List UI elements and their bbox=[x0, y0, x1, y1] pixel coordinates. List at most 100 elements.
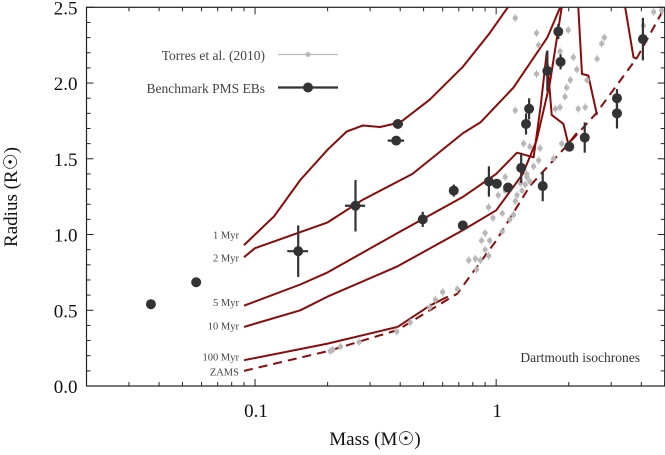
torres-point bbox=[531, 163, 537, 169]
torres-point bbox=[499, 210, 505, 216]
torres-point bbox=[567, 77, 573, 83]
isochrone-100-myr bbox=[243, 295, 449, 362]
plot-frame bbox=[85, 6, 665, 387]
legend: Torres et al. (2010) Benchmark PMS EBs bbox=[146, 48, 338, 96]
torres-point bbox=[521, 141, 527, 147]
torres-point bbox=[651, 9, 657, 15]
benchmark-point bbox=[191, 277, 202, 288]
torres-point bbox=[557, 104, 563, 110]
torres-point bbox=[482, 247, 488, 253]
torres-point bbox=[527, 178, 533, 185]
x-tick-label: 1 bbox=[492, 401, 502, 422]
benchmark-point bbox=[293, 246, 304, 257]
x-axis-title: Mass (M☉) bbox=[329, 429, 420, 450]
benchmark-points bbox=[145, 17, 648, 310]
benchmark-point bbox=[555, 56, 566, 67]
torres-point bbox=[559, 141, 565, 147]
benchmark-point bbox=[553, 26, 564, 37]
legend-marker-benchmark bbox=[303, 82, 313, 93]
benchmark-point bbox=[524, 103, 535, 114]
torres-point bbox=[512, 198, 518, 204]
isochrone-labels: 1 Myr 2 Myr 5 Myr 10 Myr 100 Myr ZAMS bbox=[203, 231, 240, 379]
isochrone-label: ZAMS bbox=[210, 367, 239, 378]
y-tick-label: 0.5 bbox=[54, 301, 78, 322]
benchmark-point bbox=[579, 132, 590, 143]
isochrone-10-myr bbox=[243, 7, 598, 328]
torres-point bbox=[570, 54, 576, 60]
torres-point bbox=[487, 237, 493, 244]
torres-point bbox=[536, 157, 542, 163]
benchmark-point bbox=[542, 65, 553, 76]
y-tick-label: 0.0 bbox=[54, 377, 78, 398]
torres-point bbox=[466, 257, 472, 263]
benchmark-point bbox=[483, 176, 494, 187]
torres-point bbox=[440, 289, 446, 295]
torres-point bbox=[519, 187, 525, 194]
legend-label-torres: Torres et al. (2010) bbox=[162, 48, 265, 63]
torres-point bbox=[499, 228, 505, 235]
torres-point bbox=[550, 156, 557, 162]
torres-point bbox=[507, 216, 513, 222]
benchmark-point bbox=[564, 141, 575, 152]
benchmark-point bbox=[521, 118, 532, 129]
torres-point bbox=[533, 30, 540, 36]
torres-point bbox=[356, 339, 362, 345]
torres-point bbox=[601, 34, 607, 41]
axis-ticks: 0.0 0.5 1.0 1.5 2.0 2.5 0.1 1 bbox=[54, 0, 665, 422]
benchmark-point bbox=[145, 299, 156, 310]
torres-point bbox=[524, 171, 530, 177]
torres-point bbox=[432, 297, 439, 303]
torres-point bbox=[485, 204, 492, 210]
isochrone-label: 5 Myr bbox=[213, 298, 239, 309]
torres-point bbox=[584, 77, 590, 83]
isochrone-label: 100 Myr bbox=[203, 353, 240, 364]
benchmark-point bbox=[537, 181, 548, 192]
benchmark-point bbox=[611, 108, 622, 119]
torres-point bbox=[582, 104, 588, 110]
isochrone-2-myr bbox=[243, 7, 638, 258]
y-tick-label: 2.0 bbox=[54, 74, 78, 95]
benchmark-point bbox=[516, 162, 527, 173]
isochrone-1-myr bbox=[243, 7, 510, 246]
annotation-dartmouth: Dartmouth isochrones bbox=[520, 350, 640, 365]
torres-point bbox=[562, 94, 568, 100]
torres-point bbox=[330, 347, 336, 353]
torres-point bbox=[482, 230, 488, 236]
torres-point bbox=[510, 212, 517, 218]
torres-point bbox=[337, 344, 344, 350]
torres-point bbox=[522, 181, 528, 188]
torres-point bbox=[512, 15, 518, 21]
torres-point bbox=[472, 256, 478, 262]
benchmark-point bbox=[491, 178, 502, 189]
benchmark-point bbox=[391, 135, 402, 146]
torres-point bbox=[552, 106, 558, 112]
isochrone-5-myr bbox=[243, 51, 578, 307]
torres-point bbox=[485, 253, 492, 259]
benchmark-point bbox=[392, 118, 403, 129]
torres-point bbox=[514, 192, 520, 198]
torres-point bbox=[502, 174, 508, 180]
legend-marker-torres bbox=[305, 52, 311, 57]
torres-point bbox=[575, 106, 581, 112]
torres-point bbox=[512, 107, 518, 113]
y-tick-label: 1.0 bbox=[54, 226, 78, 247]
torres-point bbox=[454, 286, 460, 292]
torres-point bbox=[490, 215, 496, 221]
benchmark-point bbox=[637, 34, 648, 45]
y-tick-label: 1.5 bbox=[54, 150, 78, 171]
torres-point bbox=[407, 319, 413, 325]
torres-point bbox=[477, 257, 483, 263]
benchmark-point bbox=[417, 214, 428, 225]
benchmark-point bbox=[457, 220, 468, 231]
benchmark-point bbox=[350, 200, 361, 211]
torres-point bbox=[658, 7, 665, 13]
torres-point bbox=[394, 328, 400, 335]
torres-point bbox=[599, 41, 605, 47]
torres-point bbox=[537, 145, 543, 151]
x-tick-label: 0.1 bbox=[244, 401, 268, 422]
benchmark-point bbox=[503, 182, 514, 193]
torres-point bbox=[557, 48, 563, 54]
benchmark-point bbox=[448, 185, 459, 196]
isochrone-label: 2 Myr bbox=[213, 254, 239, 265]
